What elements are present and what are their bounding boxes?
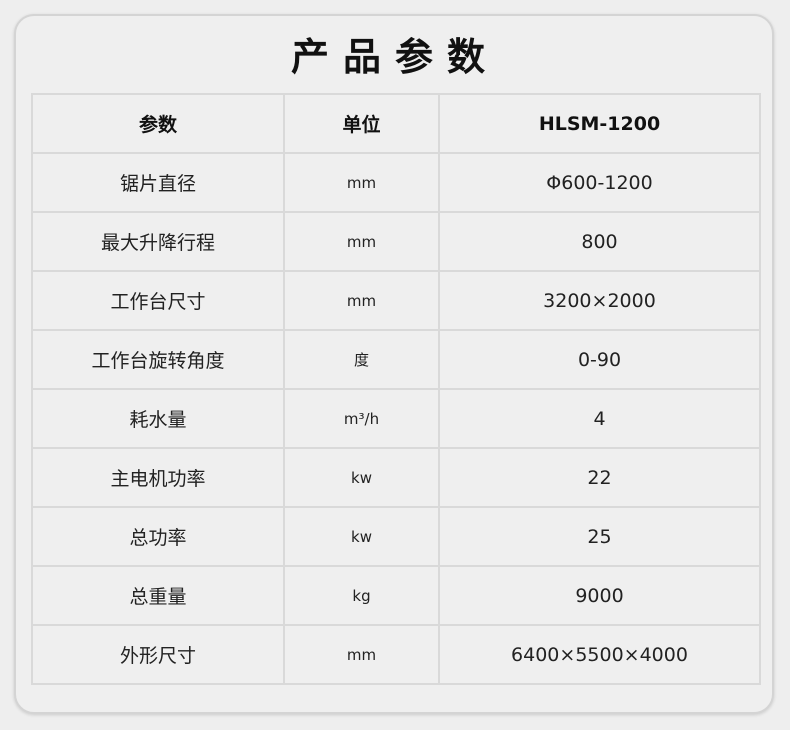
unit-cell: mm xyxy=(283,152,440,213)
value-cell: Φ600-1200 xyxy=(438,152,761,213)
header-unit: 单位 xyxy=(283,93,440,154)
unit-cell: kw xyxy=(283,506,440,567)
value-cell: 9000 xyxy=(438,565,761,626)
param-cell: 最大升降行程 xyxy=(31,211,285,272)
param-cell: 工作台尺寸 xyxy=(31,270,285,331)
value-cell: 3200×2000 xyxy=(438,270,761,331)
unit-cell: kg xyxy=(283,565,440,626)
value-cell: 0-90 xyxy=(438,329,761,390)
param-cell: 耗水量 xyxy=(31,388,285,449)
table-row: 外形尺寸 mm 6400×5500×4000 xyxy=(31,624,761,685)
table-row: 最大升降行程 mm 800 xyxy=(31,211,761,272)
unit-cell: mm xyxy=(283,624,440,685)
table-row: 锯片直径 mm Φ600-1200 xyxy=(31,152,761,213)
table-header-row: 参数 单位 HLSM-1200 xyxy=(31,93,761,154)
spec-table: 参数 单位 HLSM-1200 锯片直径 mm Φ600-1200 最大升降行程 mm 8… xyxy=(31,93,761,685)
param-cell: 主电机功率 xyxy=(31,447,285,508)
table-row: 工作台旋转角度度 0-90 xyxy=(31,329,761,390)
value-cell: 800 xyxy=(438,211,761,272)
unit-cell: 度 xyxy=(283,329,440,390)
header-model: HLSM-1200 xyxy=(438,93,761,154)
table-row: 总重量 kg 9000 xyxy=(31,565,761,626)
param-cell: 锯片直径 xyxy=(31,152,285,213)
unit-cell: m³/h xyxy=(283,388,440,449)
page-title: 产品参数 xyxy=(290,35,499,79)
param-cell: 外形尺寸 xyxy=(31,624,285,685)
param-cell: 工作台旋转角度 xyxy=(31,329,285,390)
unit-cell: mm xyxy=(283,270,440,331)
value-cell: 4 xyxy=(438,388,761,449)
table-row: 耗水量 m³/h 4 xyxy=(31,388,761,449)
param-cell: 总重量 xyxy=(31,565,285,626)
unit-cell: mm xyxy=(283,211,440,272)
value-cell: 6400×5500×4000 xyxy=(438,624,761,685)
table-row: 总功率 kw 25 xyxy=(31,506,761,567)
param-cell: 总功率 xyxy=(31,506,285,567)
table-row: 工作台尺寸 mm 3200×2000 xyxy=(31,270,761,331)
value-cell: 25 xyxy=(438,506,761,567)
value-cell: 22 xyxy=(438,447,761,508)
table-row: 主电机功率 kw 22 xyxy=(31,447,761,508)
unit-cell: kw xyxy=(283,447,440,508)
header-param: 参数 xyxy=(31,93,285,154)
